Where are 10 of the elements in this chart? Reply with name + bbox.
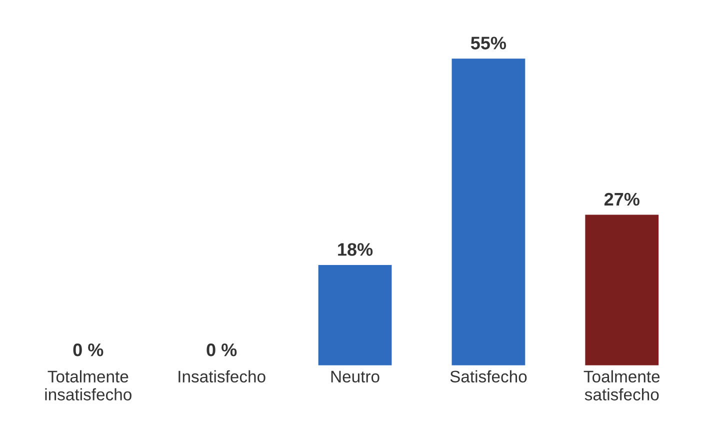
- x-tick-label: Toalmente satisfecho: [584, 370, 660, 400]
- x-tick-label: Insatisfecho: [178, 370, 266, 383]
- x-tick-label: Totalmente insatisfecho: [45, 370, 132, 400]
- data-label: 55%: [470, 36, 506, 50]
- data-label: 0 %: [206, 343, 237, 356]
- x-tick-label: Satisfecho: [450, 370, 527, 383]
- data-label: 27%: [604, 192, 640, 206]
- x-tick-label: Neutro: [331, 370, 380, 383]
- data-label: 18%: [338, 243, 373, 256]
- data-label: 0 %: [73, 343, 104, 356]
